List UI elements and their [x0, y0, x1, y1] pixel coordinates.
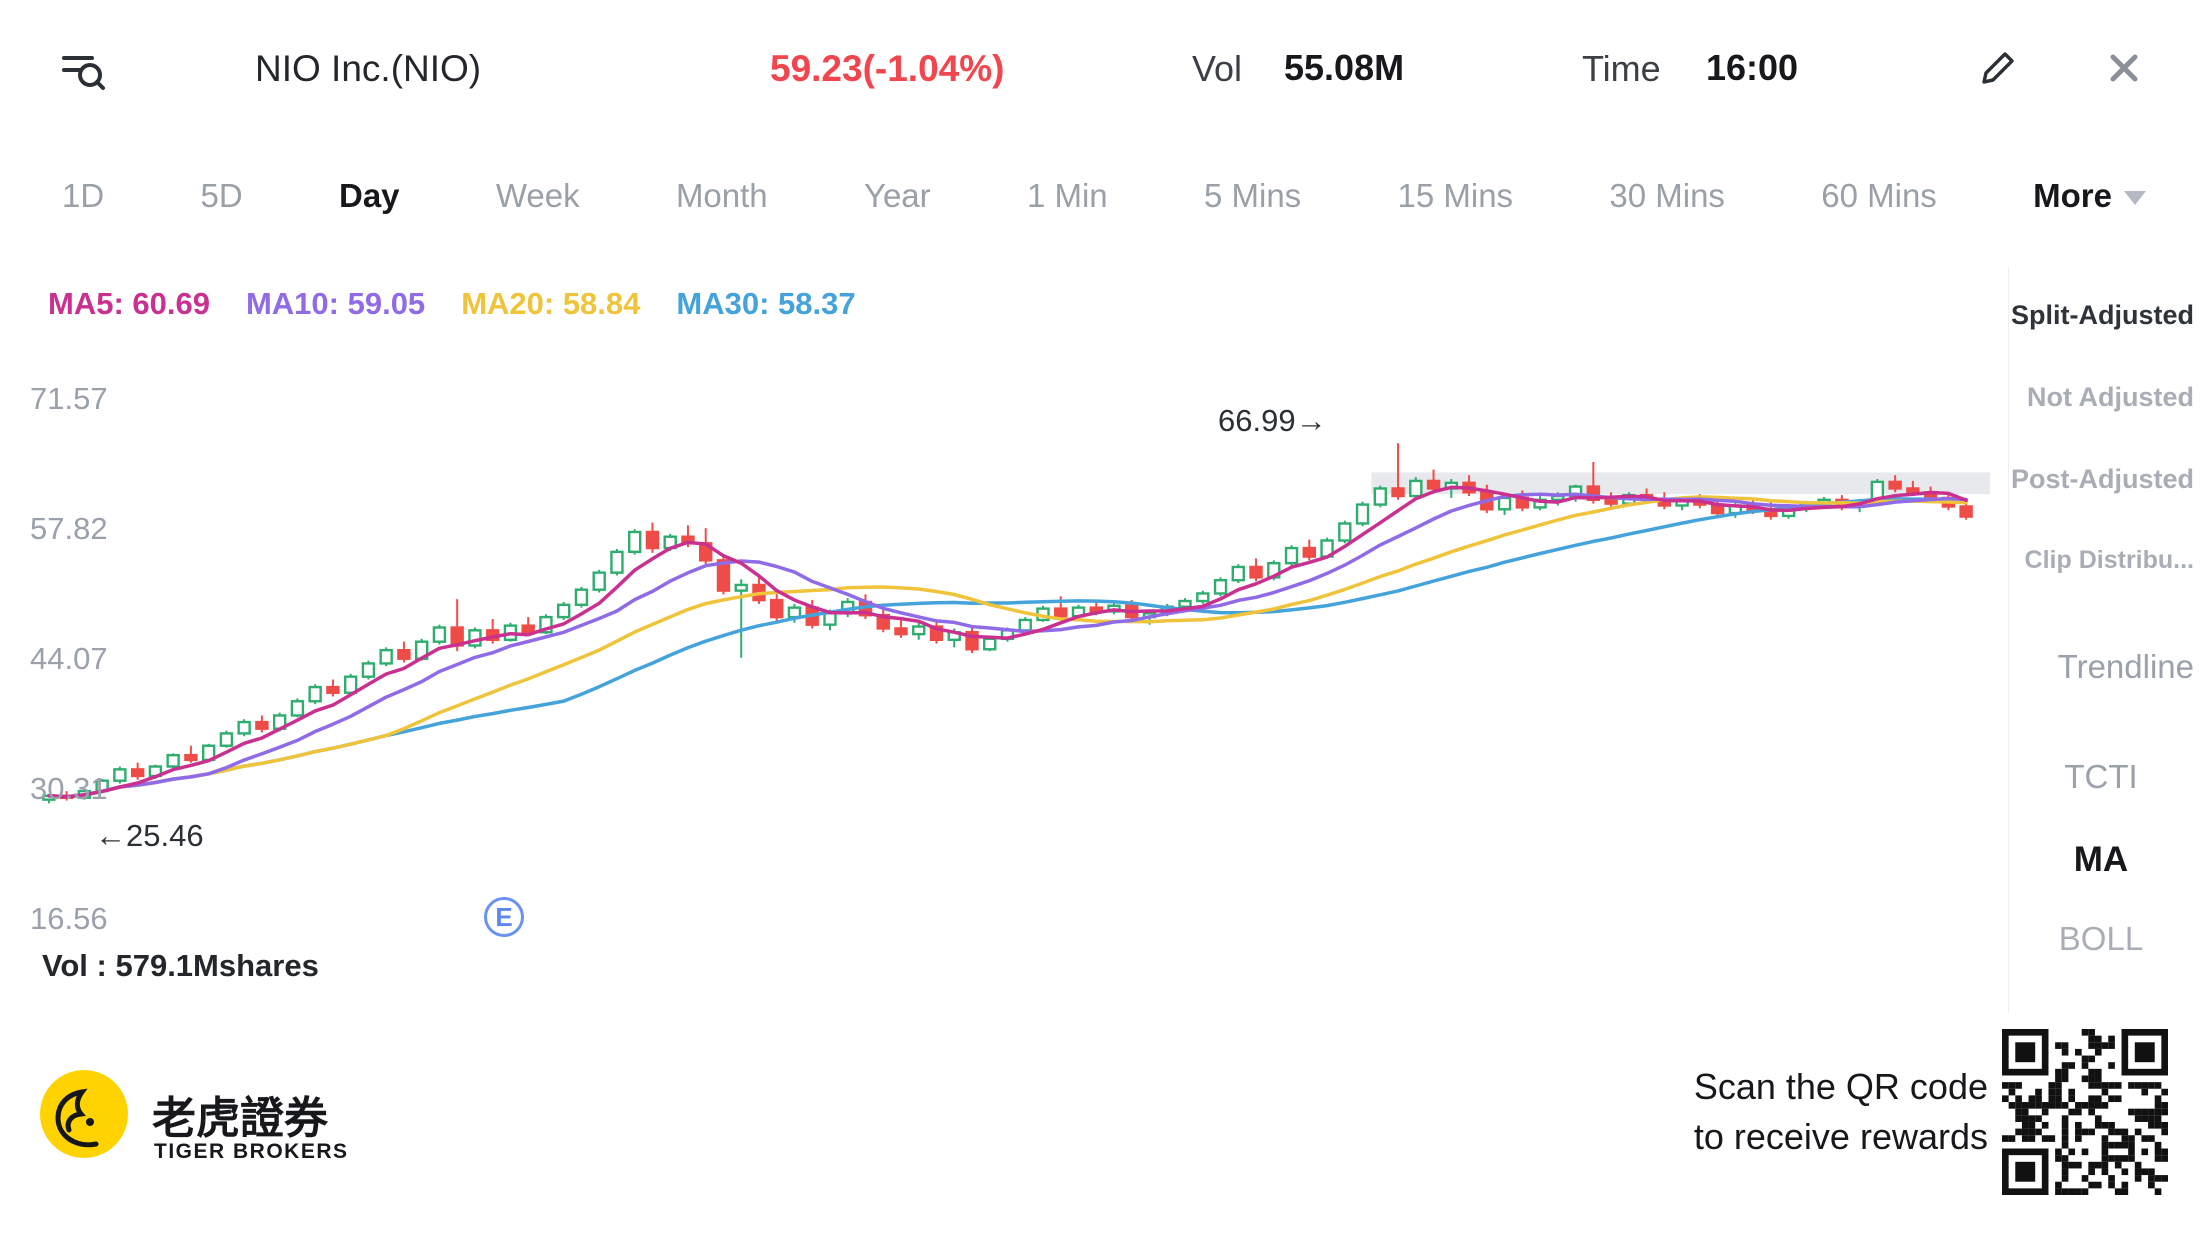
tab-week[interactable]: Week: [495, 177, 580, 214]
brand-name-english: TIGER BROKERS: [154, 1140, 349, 1163]
tab-5mins[interactable]: 5 Mins: [1203, 177, 1302, 214]
candlestick-chart[interactable]: [0, 250, 2008, 1030]
time-value: 16:00: [1706, 47, 1799, 88]
vol-value: 55.08M: [1284, 47, 1405, 88]
sidebar-item-tcti[interactable]: TCTI: [2064, 758, 2138, 795]
sidebar-item-not-adjusted[interactable]: Not Adjusted: [2027, 382, 2194, 412]
brand-name-chinese: 老虎證券: [152, 1094, 328, 1143]
earnings-event-badge[interactable]: E: [484, 897, 524, 937]
edit-pencil-icon[interactable]: [1972, 44, 2022, 99]
tab-5d[interactable]: 5D: [200, 177, 243, 214]
volume-shares-text: Vol : 579.1Mshares: [42, 948, 319, 983]
high-price-annotation: 66.99→: [1218, 403, 1327, 439]
sidebar-item-clip-distribution[interactable]: Clip Distribu...: [2024, 546, 2194, 574]
y-axis-label: 44.07: [30, 640, 108, 676]
qr-code: [2002, 1029, 2168, 1195]
tab-1min[interactable]: 1 Min: [1026, 177, 1108, 214]
sidebar-item-ma[interactable]: MA: [2073, 840, 2129, 879]
more-label: More: [2033, 177, 2112, 214]
qr-caption-line1: Scan the QR code: [1693, 1066, 1988, 1107]
symbol-title: NIO Inc.(NIO): [255, 48, 482, 89]
qr-caption-line2: to receive rewards: [1693, 1116, 1988, 1158]
sidebar-item-trendline[interactable]: Trendline: [2057, 648, 2194, 685]
sidebar-item-split-adjusted[interactable]: Split-Adjusted: [2011, 300, 2194, 330]
tab-more[interactable]: More: [2033, 177, 2146, 215]
y-axis-label: 16.56: [30, 901, 108, 937]
sidebar-item-boll[interactable]: BOLL: [2058, 920, 2144, 957]
sidebar-divider: [2008, 268, 2009, 1013]
vol-label: Vol: [1192, 48, 1243, 89]
price-change: 59.23(-1.04%): [770, 48, 1005, 89]
low-price-annotation: ←25.46: [95, 817, 204, 853]
tab-1d[interactable]: 1D: [62, 177, 105, 214]
tiger-brokers-logo: [38, 1068, 130, 1165]
tab-year[interactable]: Year: [863, 177, 931, 214]
close-icon[interactable]: [2104, 48, 2144, 93]
tab-30mins[interactable]: 30 Mins: [1609, 177, 1725, 214]
tab-60mins[interactable]: 60 Mins: [1821, 177, 1937, 214]
tab-day[interactable]: Day: [339, 177, 400, 214]
ma5-legend: MA5: 60.69: [48, 286, 210, 321]
tab-month[interactable]: Month: [675, 177, 768, 214]
time-label: Time: [1582, 48, 1661, 89]
sidebar-item-post-adjusted[interactable]: Post-Adjusted: [2010, 464, 2194, 494]
ma-legend: MA5: 60.69 MA10: 59.05 MA20: 58.84 MA30:…: [48, 286, 856, 322]
chevron-down-icon: [2123, 191, 2146, 205]
ma20-legend: MA20: 58.84: [461, 286, 641, 321]
y-axis-label: 30.31: [30, 771, 108, 807]
y-axis-label: 71.57: [30, 380, 108, 416]
ma30-legend: MA30: 58.37: [676, 286, 856, 321]
search-list-icon[interactable]: [56, 44, 108, 101]
timeframe-tabs: 1D 5D Day Week Month Year 1 Min 5 Mins 1…: [0, 168, 2208, 224]
qr-caption: Scan the QR code to receive rewards: [1694, 1062, 1988, 1163]
tab-15mins[interactable]: 15 Mins: [1397, 177, 1514, 214]
y-axis-label: 57.82: [30, 510, 108, 546]
ma10-legend: MA10: 59.05: [245, 286, 426, 321]
